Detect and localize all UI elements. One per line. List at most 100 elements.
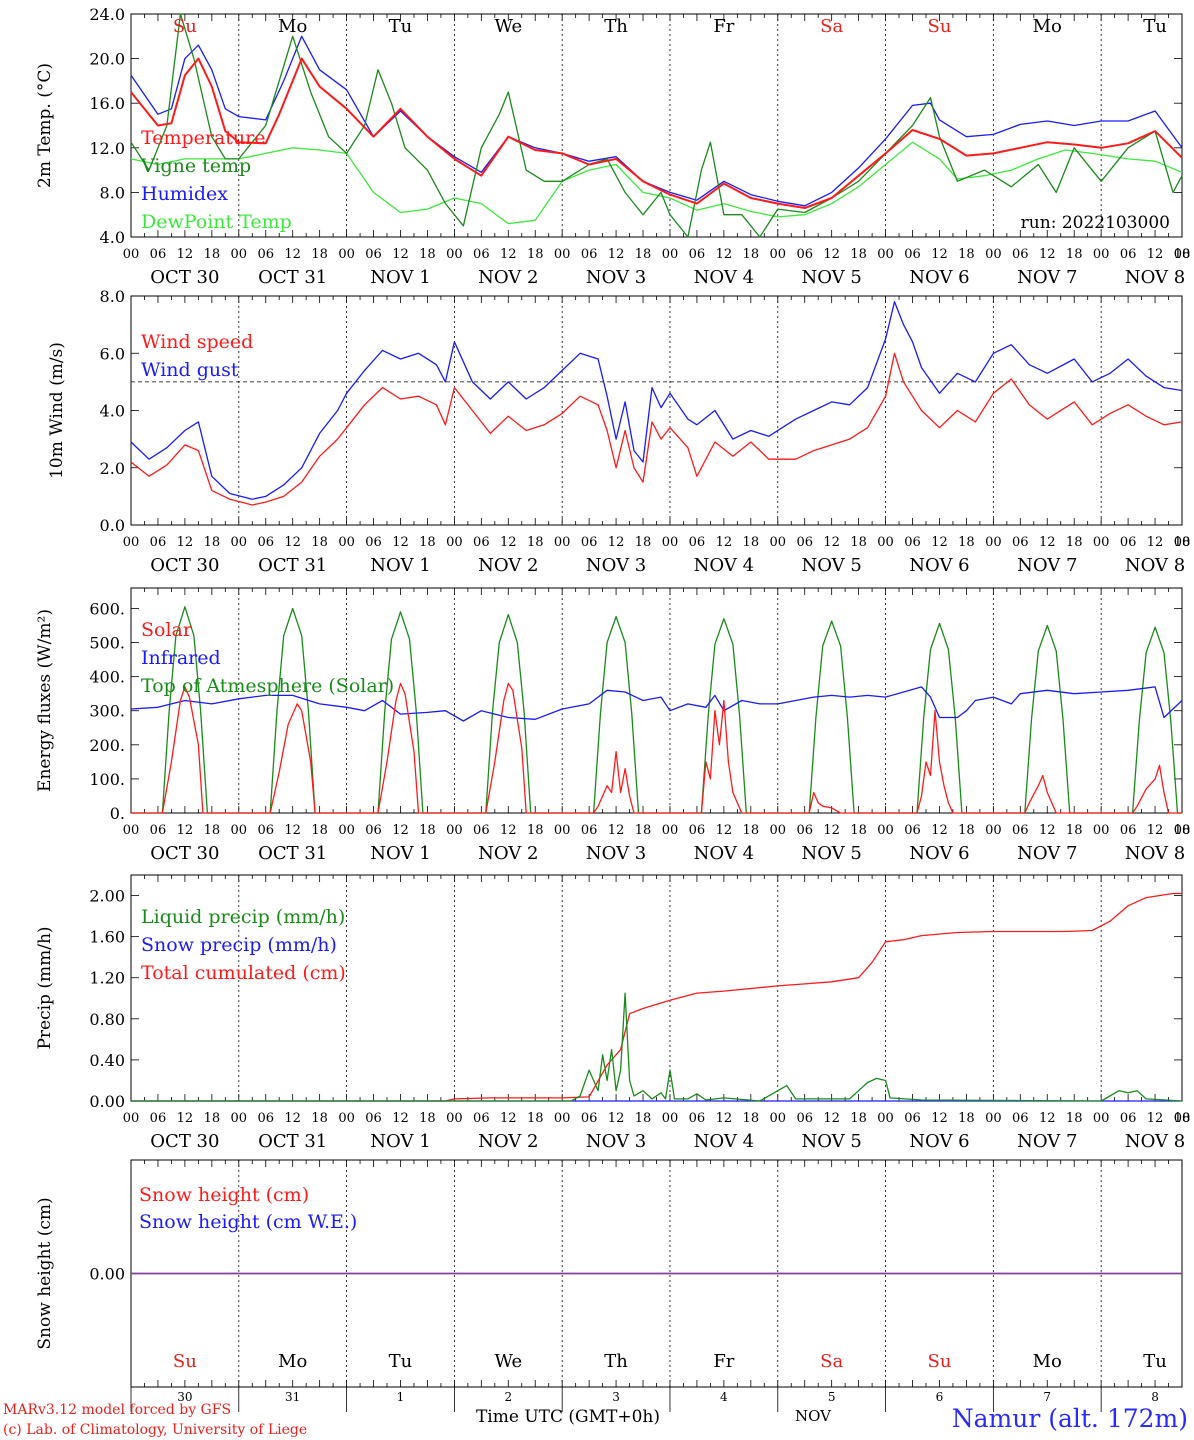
date-label: OCT 30 (150, 843, 219, 864)
legend-entry: Infrared (141, 647, 221, 669)
hour-label: 00 (1174, 535, 1191, 550)
hour-label: 18 (1174, 535, 1191, 550)
hour-label: 00 (877, 535, 894, 550)
date-label: NOV 1 (370, 267, 430, 288)
hour-label: 18 (1066, 1111, 1083, 1126)
weekday-label: Tu (1143, 1351, 1167, 1372)
hour-label: 00 (662, 247, 679, 262)
date-label: NOV 4 (694, 267, 754, 288)
legend-entry: Wind gust (141, 359, 239, 381)
date-label: NOV 4 (694, 555, 754, 576)
legend-entry: Liquid precip (mm/h) (141, 906, 345, 928)
day-number-label: 6 (936, 1390, 944, 1404)
hour-label: 18 (1174, 823, 1191, 838)
hour-label: 12 (284, 823, 301, 838)
hour-label: 12 (1039, 1111, 1056, 1126)
hour-label: 06 (904, 823, 921, 838)
hour-label: 00 (231, 1111, 248, 1126)
hour-label: 18 (204, 247, 221, 262)
hour-label: 12 (823, 535, 840, 550)
hour-label: 00 (554, 823, 571, 838)
hour-label: 06 (1120, 535, 1137, 550)
hour-label: 12 (1147, 1111, 1164, 1126)
weekday-label: Su (173, 16, 197, 37)
date-label: OCT 31 (258, 267, 327, 288)
hour-label: 18 (311, 1111, 328, 1126)
day-number-label: 1 (397, 1390, 405, 1404)
hour-label: 00 (662, 1111, 679, 1126)
day-number-label: 7 (1043, 1390, 1051, 1404)
weekday-label: Sa (820, 16, 843, 37)
hour-label: 12 (823, 1111, 840, 1126)
y-tick-label: 16.0 (89, 94, 125, 113)
date-label: OCT 30 (150, 267, 219, 288)
hour-label: 18 (635, 1111, 652, 1126)
hour-label: 12 (392, 1111, 409, 1126)
hour-label: 18 (635, 247, 652, 262)
hour-label: 00 (1093, 1111, 1110, 1126)
hour-label: 12 (392, 823, 409, 838)
hour-label: 12 (931, 823, 948, 838)
weekday-label: Su (927, 1351, 951, 1372)
y-tick-label: 4.0 (100, 228, 125, 247)
hour-label: 00 (1093, 535, 1110, 550)
legend-entry: Temperature (141, 127, 265, 149)
hour-label: 18 (204, 823, 221, 838)
hour-label: 06 (1012, 1111, 1029, 1126)
hour-label: 00 (877, 247, 894, 262)
chart-panel-4: 0.00 0.40 0.80 1.20 1.60 2.00 Precip (mm/h) Liq… (35, 874, 1190, 1152)
legend-entry: Top of Atmesphere (Solar) (141, 675, 394, 697)
hour-label: 18 (419, 1111, 436, 1126)
y-tick-label: 0. (110, 804, 125, 823)
hour-label: 00 (985, 823, 1002, 838)
hour-label: 06 (150, 535, 167, 550)
date-label: NOV 7 (1017, 555, 1077, 576)
date-label: NOV 5 (801, 843, 861, 864)
date-label: NOV 3 (586, 843, 646, 864)
day-number-label: 30 (177, 1390, 192, 1404)
hour-label: 00 (231, 535, 248, 550)
hour-label: 18 (204, 1111, 221, 1126)
hour-label: 00 (554, 1111, 571, 1126)
date-label: NOV 4 (694, 1131, 754, 1152)
hour-label: 12 (608, 823, 625, 838)
y-tick-label: 0.40 (89, 1051, 125, 1070)
hour-label: 06 (473, 1111, 490, 1126)
hour-label: 06 (150, 247, 167, 262)
hour-label: 06 (1120, 1111, 1137, 1126)
y-tick-label: 0.0 (100, 516, 125, 535)
hour-label: 18 (311, 535, 328, 550)
date-label: NOV 5 (801, 267, 861, 288)
date-label: NOV 8 (1125, 1131, 1185, 1152)
series-line-vigne-temp (130, 13, 1183, 238)
weekday-label: Su (927, 16, 951, 37)
hour-label: 18 (850, 823, 867, 838)
month-label: NOV (795, 1407, 832, 1425)
hour-label: 00 (662, 535, 679, 550)
hour-label: 00 (769, 823, 786, 838)
date-label: NOV 6 (909, 1131, 969, 1152)
y-tick-label: 20.0 (89, 50, 125, 69)
y-axis-label: Precip (mm/h) (35, 926, 55, 1049)
hour-label: 06 (581, 1111, 598, 1126)
date-label: NOV 5 (801, 1131, 861, 1152)
hour-label: 06 (1012, 247, 1029, 262)
y-tick-label: 0.80 (89, 1010, 125, 1029)
hour-label: 00 (1093, 823, 1110, 838)
hour-label: 18 (527, 823, 544, 838)
date-label: NOV 6 (909, 555, 969, 576)
series-line-wind-speed (130, 352, 1183, 506)
hour-label: 00 (338, 823, 355, 838)
hour-label: 12 (931, 535, 948, 550)
hour-label: 18 (635, 823, 652, 838)
hour-label: 06 (689, 247, 706, 262)
hour-label: 18 (527, 247, 544, 262)
weekday-label: We (494, 16, 522, 37)
y-axis-label: 2m Temp. (°C) (35, 63, 55, 188)
run-label: run: 2022103000 (1021, 213, 1170, 233)
date-label: NOV 8 (1125, 555, 1185, 576)
hour-label: 18 (419, 823, 436, 838)
hour-label: 12 (716, 535, 733, 550)
hour-label: 06 (365, 247, 382, 262)
hour-label: 12 (1147, 247, 1164, 262)
